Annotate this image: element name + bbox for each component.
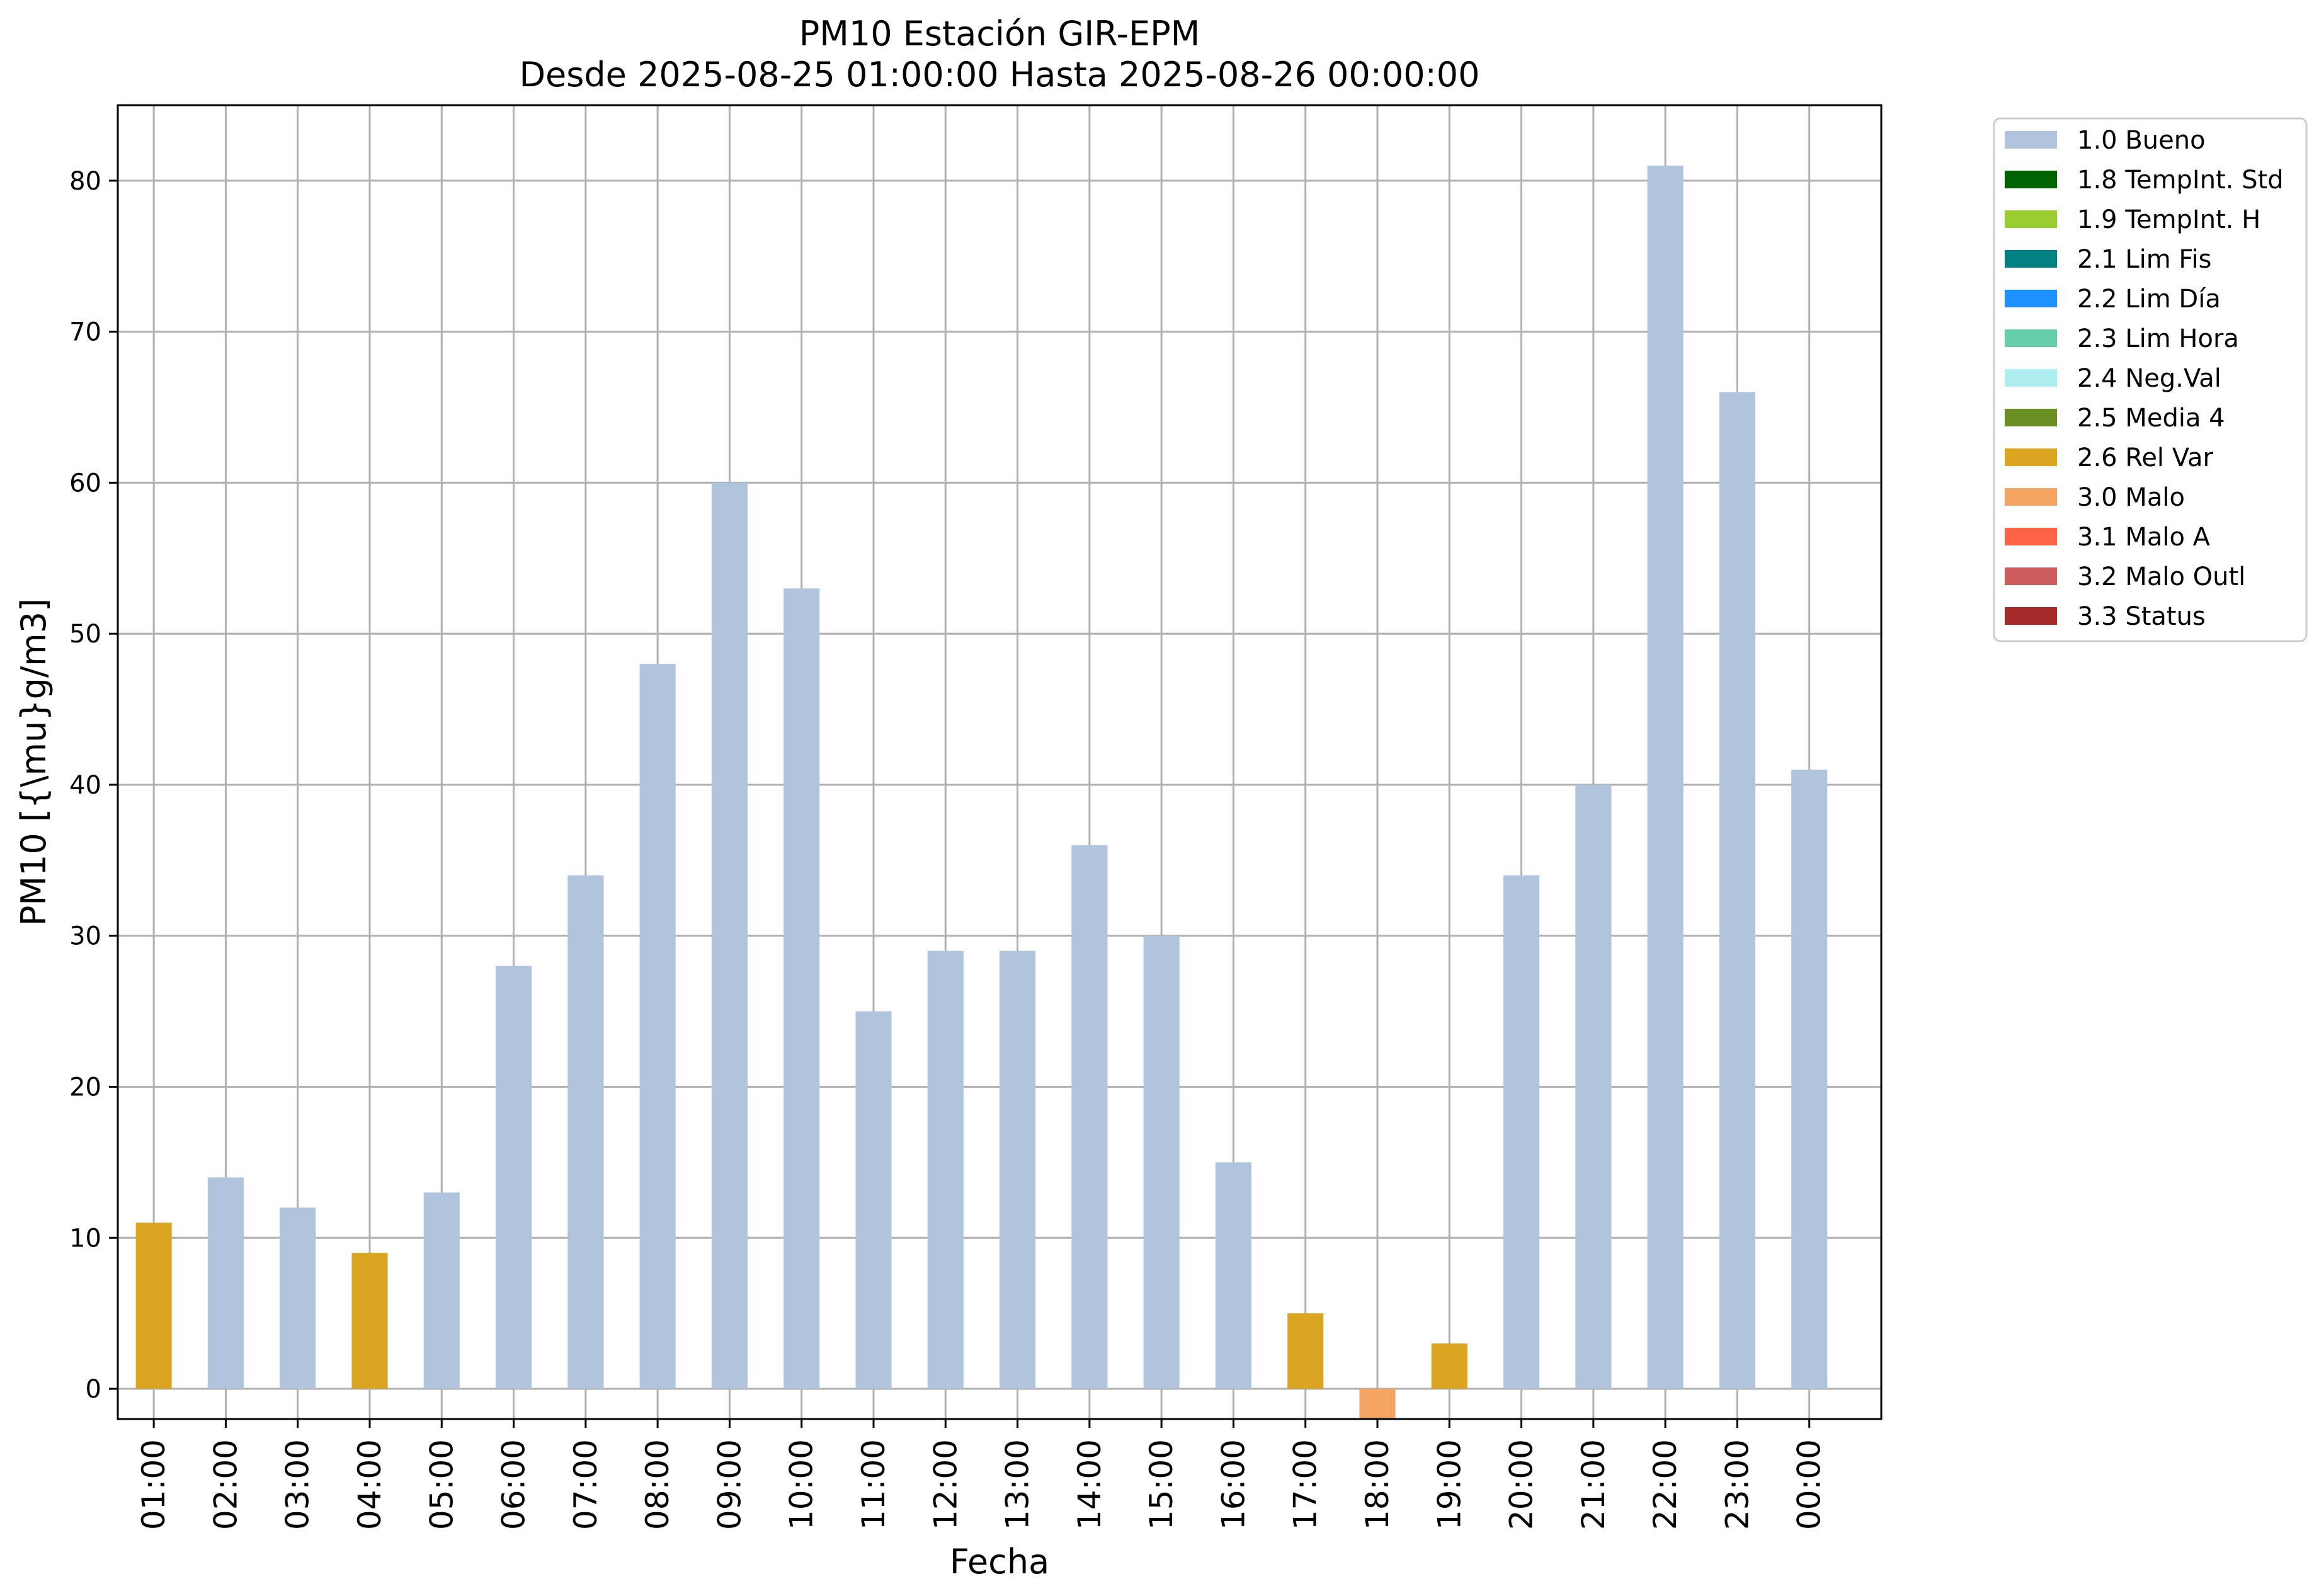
bar-2100: [1575, 784, 1612, 1389]
bar-2000: [1503, 875, 1540, 1389]
x-tick-label: 09:00: [711, 1439, 748, 1530]
x-tick-label: 19:00: [1431, 1439, 1467, 1530]
legend-label: 3.3 Status: [2077, 602, 2206, 631]
x-tick-label: 00:00: [1791, 1439, 1828, 1530]
legend-label: 3.1 Malo A: [2077, 523, 2211, 552]
x-tick-label: 06:00: [496, 1439, 532, 1530]
legend-label: 3.2 Malo Outl: [2077, 562, 2245, 591]
legend-swatch: [2005, 250, 2057, 268]
bar-2200: [1647, 165, 1684, 1389]
legend-frame: [1993, 117, 2308, 642]
legend-swatch: [2005, 448, 2057, 466]
x-tick-label: 23:00: [1719, 1439, 1755, 1530]
legend-swatch: [2005, 171, 2057, 188]
x-tick-label: 07:00: [567, 1439, 604, 1530]
bar-0100: [135, 1223, 172, 1389]
legend-swatch: [2005, 409, 2057, 426]
y-tick-label: 0: [86, 1375, 101, 1404]
x-tick-label: 04:00: [351, 1439, 388, 1530]
bar-0300: [280, 1207, 316, 1389]
bar-0200: [207, 1177, 244, 1389]
plot-frame: [117, 104, 1883, 1420]
legend-label: 2.6 Rel Var: [2077, 443, 2214, 472]
legend-swatch: [2005, 131, 2057, 149]
x-tick-label: 08:00: [639, 1439, 676, 1530]
bar-1500: [1143, 935, 1180, 1389]
legend-label: 2.1 Lim Fis: [2077, 245, 2211, 274]
legend-swatch: [2005, 329, 2057, 347]
legend-swatch: [2005, 290, 2057, 307]
x-tick-label: 14:00: [1071, 1439, 1108, 1530]
legend-swatch: [2005, 607, 2057, 625]
bar-1600: [1215, 1162, 1251, 1389]
bar-1100: [855, 1011, 892, 1389]
legend-label: 1.9 TempInt. H: [2077, 205, 2260, 234]
legend-swatch: [2005, 488, 2057, 506]
x-tick-label: 21:00: [1575, 1439, 1612, 1530]
legend-label: 3.0 Malo: [2077, 483, 2185, 512]
legend-swatch: [2005, 528, 2057, 545]
chart-title: PM10 Estación GIR-EPM: [799, 14, 1200, 54]
legend-label: 2.3 Lim Hora: [2077, 324, 2239, 353]
y-tick-label: 80: [69, 167, 101, 196]
bar-0600: [496, 966, 532, 1389]
x-tick-label: 18:00: [1359, 1439, 1396, 1530]
x-tick-label: 12:00: [927, 1439, 964, 1530]
bar-1700: [1287, 1313, 1324, 1389]
legend: 1.0 Bueno 1.8 TempInt. Std 1.9 TempInt. H 2…: [1993, 117, 2308, 642]
y-tick-label: 70: [69, 318, 101, 347]
legend-label: 2.5 Media 4: [2077, 404, 2225, 433]
chart-subtitle: Desde 2025-08-25 01:00:00 Hasta 2025-08-…: [519, 55, 1479, 94]
bar-0400: [351, 1253, 388, 1389]
y-tick-label: 50: [69, 620, 101, 649]
legend-swatch: [2005, 567, 2057, 585]
x-tick-label: 17:00: [1287, 1439, 1324, 1530]
x-axis-label: Fecha: [950, 1542, 1049, 1582]
legend-label: 2.2 Lim Día: [2077, 285, 2221, 314]
bar-0900: [711, 482, 748, 1389]
bar-1800: [1359, 1389, 1396, 1419]
y-tick-label: 60: [69, 469, 101, 498]
legend-swatch: [2005, 369, 2057, 387]
x-tick-label: 10:00: [783, 1439, 820, 1530]
legend-swatch: [2005, 210, 2057, 228]
bar-0800: [639, 664, 676, 1389]
bar-0500: [423, 1192, 460, 1389]
x-tick-label: 22:00: [1647, 1439, 1684, 1530]
bar-1300: [1000, 950, 1036, 1389]
x-tick-label: 20:00: [1503, 1439, 1540, 1530]
x-tick-label: 02:00: [207, 1439, 244, 1530]
legend-label: 2.4 Neg.Val: [2077, 364, 2221, 393]
x-tick-label: 13:00: [1000, 1439, 1036, 1530]
y-tick-label: 20: [69, 1073, 101, 1102]
x-tick-label: 11:00: [855, 1439, 892, 1530]
y-tick-label: 30: [69, 922, 101, 951]
bars: [135, 165, 1828, 1419]
x-tick-label: 03:00: [280, 1439, 316, 1530]
bar-2300: [1719, 392, 1755, 1389]
x-tick-label: 15:00: [1143, 1439, 1180, 1530]
x-tick-label: 01:00: [135, 1439, 172, 1530]
legend-label: 1.8 TempInt. Std: [2077, 166, 2284, 195]
legend-label: 1.0 Bueno: [2077, 126, 2206, 155]
bar-1200: [927, 950, 964, 1389]
y-axis-ticks: 0 10 20 30 40 50 60 70 80: [69, 167, 118, 1404]
bar-1400: [1071, 845, 1108, 1389]
bar-1000: [783, 588, 820, 1389]
bar-0000: [1791, 769, 1828, 1389]
bar-1900: [1431, 1343, 1467, 1389]
bar-0700: [567, 875, 604, 1389]
x-tick-label: 16:00: [1215, 1439, 1251, 1530]
x-axis-ticks: 01:00 02:00 03:00 04:00 05:00 06:00 07:00 08:00…: [135, 1419, 1828, 1530]
y-tick-label: 10: [69, 1224, 101, 1253]
y-axis-label: PM10 [{\mu}g/m3]: [14, 598, 54, 926]
y-tick-label: 40: [69, 771, 101, 800]
x-tick-label: 05:00: [423, 1439, 460, 1530]
